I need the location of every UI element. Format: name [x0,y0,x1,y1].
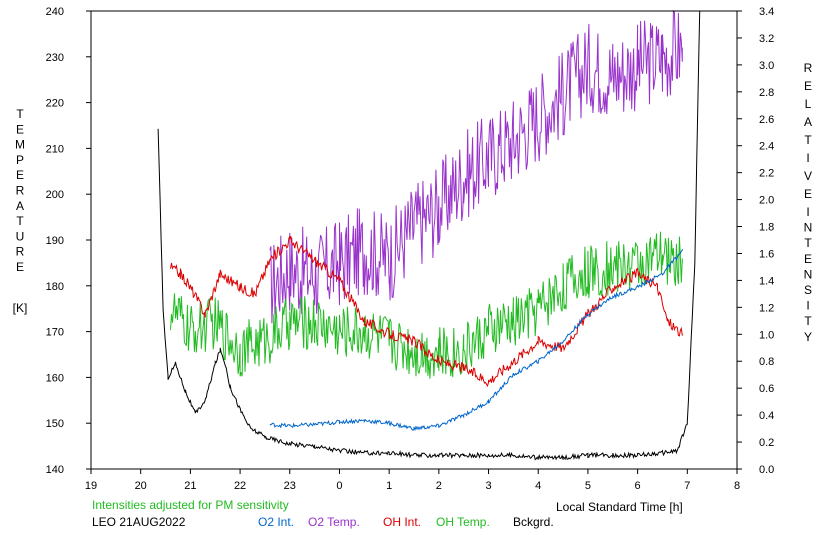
y-left-tick-label: 140 [46,464,64,476]
y-right-tick-label: 2.0 [759,195,774,207]
y-left-tick-label: 210 [46,143,64,155]
y-left-label-letter: A [16,199,24,213]
y-left-label-letter: E [16,122,24,136]
y-left-tick-label: 150 [46,418,64,430]
y-left-tick-label: 220 [46,98,64,110]
legend-item-bckgrd: Bckgrd. [513,515,554,529]
y-right-label-letter: A [804,115,812,129]
y-right-label-letter: I [806,205,809,219]
station-date: LEO 21AUG2022 [92,515,186,529]
x-tick-label: 4 [535,480,541,492]
x-tick-label: 22 [234,480,246,492]
x-tick-label: 19 [85,480,97,492]
series-line-o2-int [269,248,683,432]
series-line-bckgrd [157,11,701,461]
y-right-tick-label: 0.4 [759,410,774,422]
series-line-oh-temp [170,231,683,379]
y-right-tick-label: 1.4 [759,275,774,287]
x-tick-label: 3 [485,480,491,492]
y-left-label-letter: T [16,214,24,228]
x-tick-label: 23 [284,480,296,492]
legend-item-o2-int: O2 Int. [258,515,294,529]
legend-item-o2-temp: O2 Temp. [308,515,360,529]
x-tick-label: 21 [184,480,196,492]
y-right-tick-label: 3.0 [759,60,774,72]
legend-label-oh-temp: OH Temp. [436,515,490,529]
sensitivity-note: Intensities adjusted for PM sensitivity [92,498,289,512]
x-tick-label: 5 [585,480,591,492]
y-left-label-letter: E [16,260,24,274]
x-tick-label: 1 [386,480,392,492]
y-right-tick-label: 1.2 [759,302,774,314]
y-right-tick-label: 2.8 [759,87,774,99]
series-line-o2-temp [269,9,683,324]
y-right-label-letter: V [804,169,812,183]
y-left-tick-label: 240 [46,6,64,18]
y-right-label-letter: T [804,314,812,328]
legend-item-oh-temp: OH Temp. [436,515,490,529]
axes [86,10,742,474]
y-left-tick-label: 200 [46,189,64,201]
y-left-label-letter: E [16,168,24,182]
y-right-label-letter: N [804,267,813,281]
x-tick-label: 0 [336,480,342,492]
y-right-tick-label: 2.2 [759,168,774,180]
y-right-tick-label: 1.6 [759,248,774,260]
y-left-tick-label: 180 [46,281,64,293]
y-right-label-letter: I [806,151,809,165]
y-right-tick-label: 3.4 [759,6,774,18]
y-right-label-letter: S [804,283,812,297]
y-right-label-letter: I [806,299,809,313]
legend-label-o2-temp: O2 Temp. [308,515,360,529]
x-tick-label: 7 [684,480,690,492]
series-lines [157,9,701,461]
x-tick-label: 2 [436,480,442,492]
y-right-tick-label: 1.8 [759,222,774,234]
y-right-tick-label: 3.2 [759,33,774,45]
y-right-label-letter: E [804,187,812,201]
legend-item-oh-int: OH Int. [383,515,421,529]
y-right-label-letter: T [804,236,812,250]
y-left-tick-label: 170 [46,327,64,339]
y-left-unit: [K] [13,301,28,315]
y-right-label-letter: Y [804,330,812,344]
x-axis-label: Local Standard Time [h] [556,500,683,514]
y-right-tick-label: 0.0 [759,464,774,476]
y-right-label-letter: E [804,252,812,266]
y-right-tick-label: 0.2 [759,437,774,449]
y-right-tick-label: 2.6 [759,114,774,126]
y-right-label-letter: T [804,133,812,147]
x-tick-label: 8 [734,480,740,492]
tick-labels: 19 20 21 22 23 0 1 2 3 4 5 6 7 8140150160170180190200… [46,6,775,492]
y-right-tick-label: 0.8 [759,356,774,368]
y-right-label-letter: L [805,97,812,111]
x-tick-label: 6 [635,480,641,492]
x-tick-label: 20 [135,480,147,492]
y-right-tick-label: 1.0 [759,329,774,341]
y-left-label-letter: U [16,229,25,243]
legend-label-oh-int: OH Int. [383,515,422,529]
legend-label-o2-int: O2 Int. [258,515,295,529]
y-left-label-letter: R [16,245,25,259]
y-right-label-letter: N [804,221,813,235]
y-right-label-letter: E [804,79,812,93]
y-left-tick-label: 230 [46,52,64,64]
y-left-label-letter: M [15,138,25,152]
y-left-label-letter: P [16,153,24,167]
y-left-label-letter: R [16,184,25,198]
legend-label-bckgrd: Bckgrd. [513,515,554,529]
y-right-tick-label: 0.6 [759,383,774,395]
y-right-tick-label: 2.4 [759,141,774,153]
y-right-label-letter: R [804,61,813,75]
y-left-label-letter: T [16,107,24,121]
y-left-tick-label: 160 [46,372,64,384]
y-left-tick-label: 190 [46,235,64,247]
